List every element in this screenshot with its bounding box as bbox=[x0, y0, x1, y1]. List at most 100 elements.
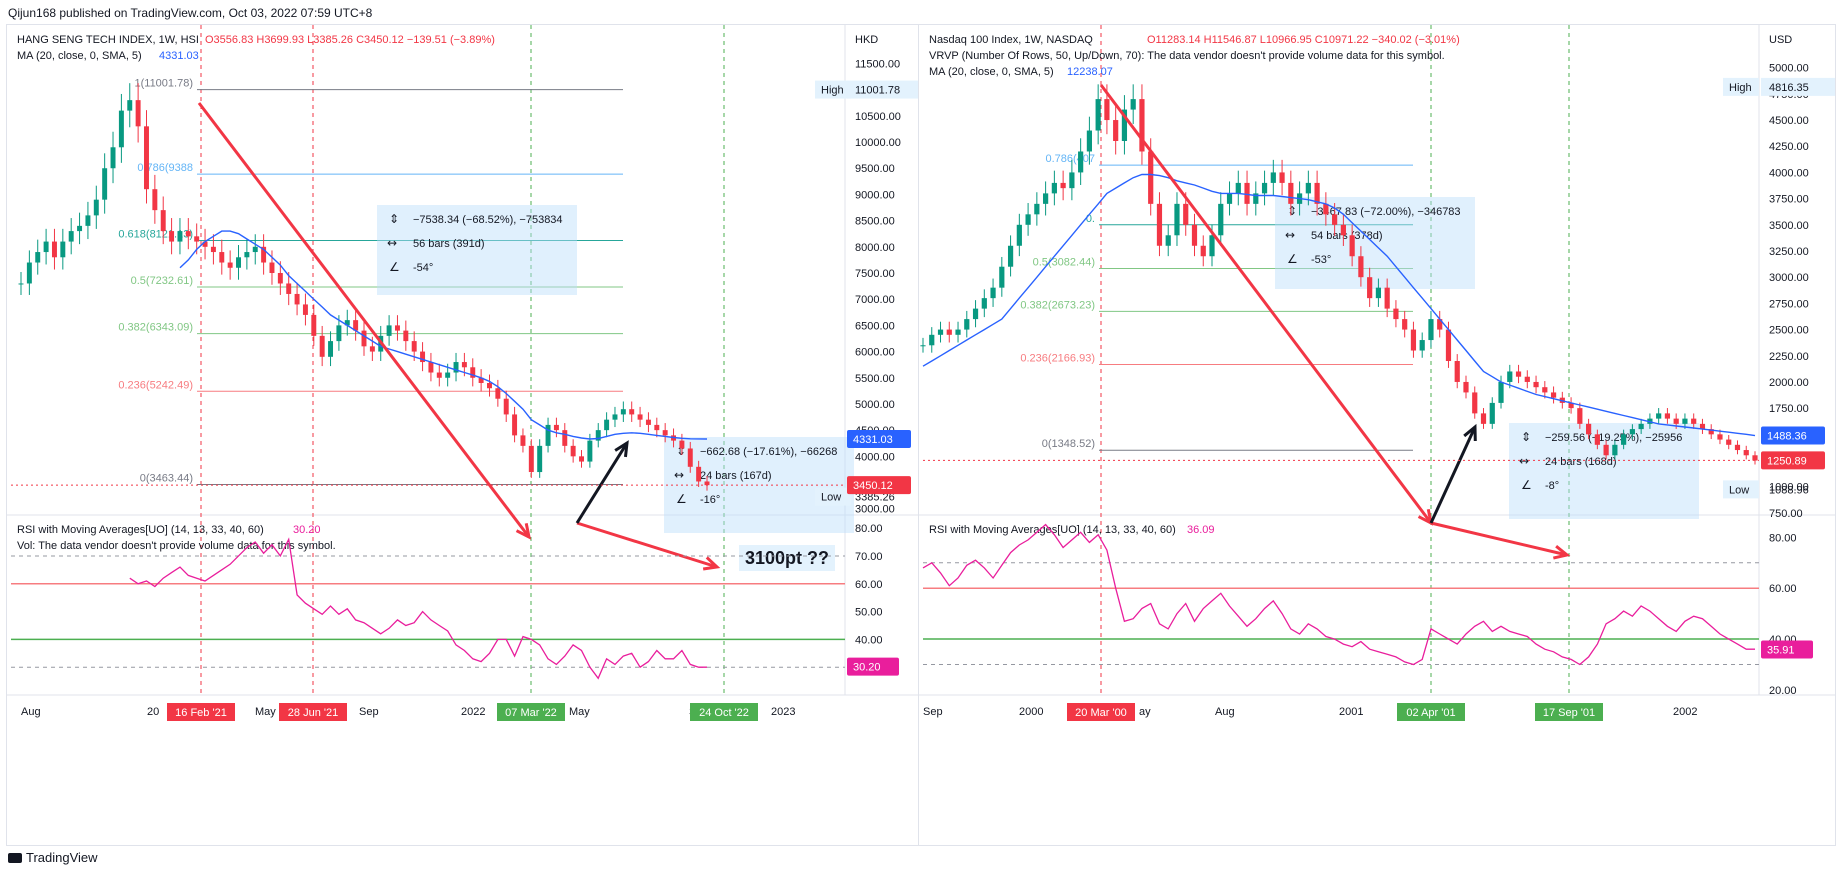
candle-body bbox=[1183, 203, 1189, 225]
candle-body bbox=[1016, 224, 1022, 246]
candle-body bbox=[445, 372, 451, 378]
candle-body bbox=[520, 435, 526, 446]
candle-body bbox=[1533, 381, 1539, 388]
candle-body bbox=[1586, 423, 1592, 435]
candle-body bbox=[1288, 182, 1294, 204]
candle-body bbox=[286, 283, 292, 294]
candle-body bbox=[344, 320, 350, 326]
measure-box-bars: 54 bars (378d) bbox=[1311, 230, 1383, 242]
candle-body bbox=[1121, 109, 1128, 141]
candle-body bbox=[68, 231, 74, 242]
candle-body bbox=[1043, 193, 1049, 204]
candle-body bbox=[361, 330, 367, 347]
candle-body bbox=[1550, 392, 1557, 398]
candle-body bbox=[227, 262, 233, 268]
candle-body bbox=[1691, 418, 1697, 424]
candle-body bbox=[135, 100, 141, 127]
candle-body bbox=[620, 409, 626, 415]
fib-level-label: 0.618(8121.13) bbox=[118, 228, 193, 240]
candle-body bbox=[336, 325, 342, 342]
candle-body bbox=[637, 414, 643, 420]
price-tick-label: 6000.00 bbox=[855, 347, 895, 359]
high-value: 4816.35 bbox=[1769, 82, 1809, 94]
measure-box-bars: 56 bars (391d) bbox=[413, 238, 485, 250]
fib-level-label: 0.5(3082.44) bbox=[1033, 257, 1095, 269]
candle-body bbox=[160, 210, 166, 232]
fib-level-label: 1(11001.78) bbox=[134, 78, 193, 90]
footer-brand[interactable]: TradingView bbox=[8, 850, 98, 865]
candle-body bbox=[202, 241, 208, 247]
price-range-icon: ⇕ bbox=[389, 212, 399, 226]
fib-level-label: 0.382(2673.23) bbox=[1020, 299, 1095, 311]
candle-body bbox=[277, 273, 283, 284]
rsi-tick-label: 20.00 bbox=[1769, 685, 1797, 697]
chart-svg-hang-seng[interactable]: 11500.0011000.0010500.0010000.009500.009… bbox=[7, 25, 923, 845]
measure-box-angle: -54° bbox=[413, 262, 433, 274]
price-tick-label: 750.00 bbox=[1769, 508, 1803, 520]
candle-body bbox=[946, 329, 952, 335]
candle-body bbox=[453, 362, 459, 373]
candle-body bbox=[51, 241, 57, 258]
candle-body bbox=[1699, 423, 1706, 430]
price-tick-label: 9000.00 bbox=[855, 189, 895, 201]
candle-body bbox=[261, 246, 267, 263]
date-badge-label: 24 Oct '22 bbox=[699, 707, 749, 719]
trend-arrow-line bbox=[575, 442, 629, 524]
high-value: 11001.78 bbox=[855, 85, 900, 97]
candle-body bbox=[553, 424, 559, 431]
low-tag bbox=[1723, 480, 1759, 499]
price-tick-label: 3750.00 bbox=[1769, 194, 1809, 206]
candle-body bbox=[60, 241, 66, 258]
candle-body bbox=[411, 341, 417, 352]
candle-body bbox=[1410, 329, 1417, 351]
candle-body bbox=[487, 383, 492, 389]
candle-body bbox=[269, 262, 275, 273]
candle-body bbox=[1069, 172, 1075, 189]
candle-body bbox=[537, 445, 543, 473]
price-tick-label: 11500.00 bbox=[855, 58, 900, 70]
price-tick-label: 5500.00 bbox=[855, 373, 895, 385]
fib-level-label: 0.236(5242.49) bbox=[118, 379, 193, 391]
date-badge-label: 17 Sep '01 bbox=[1543, 707, 1595, 719]
price-tick-label: 8500.00 bbox=[855, 216, 895, 228]
last-price-badge-value: 1250.89 bbox=[1767, 455, 1807, 467]
candle-body bbox=[319, 335, 325, 357]
candle-body bbox=[1007, 245, 1014, 267]
candle-body bbox=[1428, 319, 1434, 341]
angle-icon: ∠ bbox=[389, 260, 400, 274]
candle-body bbox=[144, 126, 149, 190]
candle-body bbox=[236, 257, 241, 268]
chart-panel-nasdaq[interactable]: 5000.004750.004500.004250.004000.003750.… bbox=[918, 24, 1836, 846]
date-badge bbox=[167, 703, 235, 721]
candle-body bbox=[302, 304, 308, 315]
candle-body bbox=[77, 225, 83, 232]
chart-svg-nasdaq[interactable]: 5000.004750.004500.004250.004000.003750.… bbox=[919, 25, 1835, 845]
candle-body bbox=[503, 398, 509, 415]
rsi-legend-label: RSI with Moving Averages[UO] (14, 13, 33… bbox=[17, 524, 264, 536]
candle-body bbox=[512, 414, 518, 436]
rsi-tick-label: 50.00 bbox=[855, 607, 883, 619]
ma-price-badge bbox=[1761, 426, 1825, 445]
candle-body bbox=[1113, 120, 1119, 141]
ma-legend-value: 4331.03 bbox=[159, 50, 199, 62]
candle-body bbox=[1489, 402, 1495, 424]
bar-range-icon: ↔ bbox=[387, 236, 397, 250]
candle-body bbox=[1332, 214, 1338, 225]
rsi-badge-value: 30.20 bbox=[853, 662, 881, 674]
candle-body bbox=[955, 329, 961, 335]
chart-panel-hang-seng[interactable]: 11500.0011000.0010500.0010000.009500.009… bbox=[6, 24, 924, 846]
candle-body bbox=[1235, 182, 1241, 194]
candle-body bbox=[1577, 408, 1583, 424]
bar-range-icon: ↔ bbox=[1285, 228, 1295, 242]
candle-body bbox=[1209, 235, 1215, 257]
rsi-badge bbox=[1761, 640, 1813, 659]
price-tick-label: 8000.00 bbox=[855, 242, 895, 254]
rsi-legend-value: 30.20 bbox=[293, 524, 321, 536]
measure-box bbox=[1509, 423, 1699, 519]
candle-body bbox=[470, 367, 476, 378]
time-tick-label: Aug bbox=[21, 706, 41, 718]
candle-body bbox=[595, 430, 601, 441]
candle-body bbox=[1200, 245, 1206, 257]
time-tick-label: May bbox=[255, 706, 276, 718]
price-tick-label: 1750.00 bbox=[1769, 403, 1809, 415]
